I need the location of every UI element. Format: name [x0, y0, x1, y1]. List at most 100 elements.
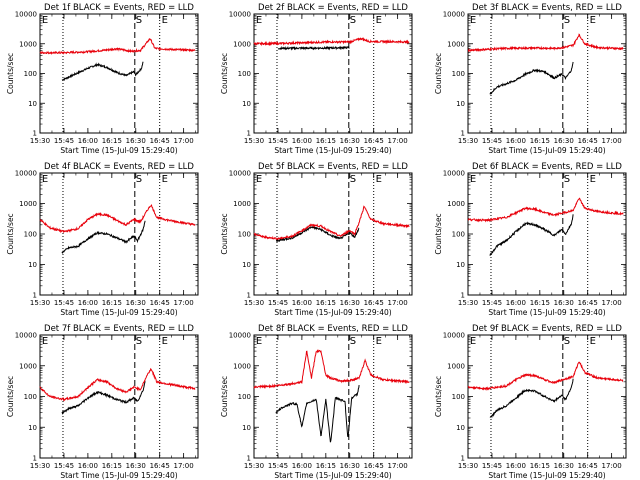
x-tick-label: 16:30	[554, 462, 574, 470]
panel-title: Det 7f BLACK = Events, RED = LLD	[44, 324, 194, 334]
y-tick-label: 10000	[229, 170, 251, 178]
x-tick-label: 15:30	[458, 137, 478, 145]
x-tick-label: 15:45	[482, 462, 502, 470]
x-tick-label: 17:00	[602, 299, 622, 307]
y-tick-label: 10	[242, 424, 251, 432]
event-marker-label: E	[42, 174, 48, 185]
event-marker-label: S	[564, 174, 570, 185]
event-marker-label: E	[162, 174, 168, 185]
panel-title: Det 5f BLACK = Events, RED = LLD	[258, 162, 408, 172]
x-tick-label: 16:00	[292, 137, 312, 145]
event-marker-label: S	[350, 174, 356, 185]
y-axis-label: Counts/sec	[6, 53, 15, 94]
x-tick-label: 16:30	[340, 137, 360, 145]
y-tick-label: 1000	[233, 200, 251, 208]
y-tick-label: 1	[461, 130, 465, 138]
series-events-line	[61, 61, 144, 82]
x-tick-label: 15:45	[482, 299, 502, 307]
x-tick-label: 15:45	[268, 299, 288, 307]
x-tick-label: 16:45	[364, 299, 384, 307]
x-tick-label: 15:30	[244, 299, 264, 307]
series-lld-line	[253, 348, 410, 390]
y-tick-label: 100	[238, 231, 251, 239]
x-tick-label: 16:45	[578, 299, 598, 307]
y-tick-label: 1000	[19, 200, 37, 208]
x-axis-label: Start Time (15-Jul-09 15:29:40)	[274, 146, 391, 155]
x-tick-label: 16:15	[316, 462, 336, 470]
y-tick-label: 10	[242, 261, 251, 269]
y-tick-label: 1	[247, 130, 251, 138]
x-tick-label: 16:30	[126, 137, 146, 145]
y-axis-label: Counts/sec	[6, 376, 15, 417]
x-tick-label: 17:00	[174, 462, 194, 470]
x-tick-label: 16:45	[150, 299, 170, 307]
x-tick-label: 17:00	[388, 299, 408, 307]
y-tick-label: 1000	[19, 362, 37, 370]
y-tick-label: 1000	[447, 200, 465, 208]
series-events-line	[61, 220, 146, 254]
y-tick-label: 10000	[229, 11, 251, 19]
plot-frame	[253, 172, 413, 296]
x-tick-label: 16:15	[530, 462, 550, 470]
panel-det-5: Det 5f BLACK = Events, RED = LLD 1 10 100 10…	[220, 162, 413, 317]
panel-title: Det 2f BLACK = Events, RED = LLD	[258, 3, 408, 13]
event-marker-label: E	[376, 336, 382, 347]
y-tick-label: 10	[242, 100, 251, 108]
series-lld-line	[467, 361, 624, 391]
x-tick-label: 15:30	[30, 462, 50, 470]
x-tick-label: 15:30	[458, 462, 478, 470]
series-events-line	[277, 45, 350, 51]
plot-frame	[39, 334, 199, 459]
y-tick-label: 100	[238, 393, 251, 401]
x-tick-label: 16:45	[578, 137, 598, 145]
event-marker-label: E	[42, 336, 48, 347]
panel-title: Det 6f BLACK = Events, RED = LLD	[472, 162, 622, 172]
series-lld-line	[39, 367, 196, 402]
x-tick-label: 15:45	[54, 462, 74, 470]
x-tick-label: 16:45	[364, 462, 384, 470]
y-tick-label: 10	[456, 100, 465, 108]
y-axis-label: Counts/sec	[434, 376, 443, 417]
x-tick-label: 16:45	[364, 137, 384, 145]
x-tick-label: 16:00	[506, 299, 526, 307]
series-events-line	[61, 381, 146, 415]
event-marker-label: E	[256, 15, 262, 26]
y-tick-label: 1000	[233, 40, 251, 48]
x-tick-label: 15:30	[458, 299, 478, 307]
y-tick-label: 10000	[443, 170, 465, 178]
series-events-line	[275, 385, 360, 443]
event-marker-label: S	[136, 15, 142, 26]
y-tick-label: 100	[452, 393, 465, 401]
event-marker-label: E	[162, 336, 168, 347]
x-tick-label: 16:00	[506, 462, 526, 470]
y-tick-label: 1000	[233, 362, 251, 370]
y-axis-label: Counts/sec	[220, 53, 229, 94]
y-tick-label: 1	[33, 130, 37, 138]
x-tick-label: 16:00	[78, 137, 98, 145]
x-tick-label: 16:15	[102, 462, 122, 470]
y-tick-label: 1	[461, 292, 465, 300]
y-tick-label: 10000	[15, 170, 37, 178]
series-lld-line	[39, 204, 196, 234]
series-lld-line	[467, 197, 624, 223]
x-tick-label: 16:15	[530, 299, 550, 307]
plot-frame	[39, 172, 199, 296]
x-tick-label: 15:45	[54, 299, 74, 307]
plot-frame	[467, 334, 627, 459]
panel-title: Det 1f BLACK = Events, RED = LLD	[44, 3, 194, 13]
y-tick-label: 1	[247, 292, 251, 300]
x-tick-label: 15:30	[30, 299, 50, 307]
x-tick-label: 16:45	[578, 462, 598, 470]
event-marker-label: S	[350, 336, 356, 347]
event-marker-label: E	[256, 336, 262, 347]
panel-det-2: Det 2f BLACK = Events, RED = LLD 1 10 100 10…	[220, 3, 413, 155]
x-tick-label: 17:00	[602, 137, 622, 145]
x-tick-label: 16:30	[340, 462, 360, 470]
y-tick-label: 10	[456, 261, 465, 269]
x-axis-label: Start Time (15-Jul-09 15:29:40)	[60, 146, 177, 155]
x-tick-label: 17:00	[174, 137, 194, 145]
x-tick-label: 16:15	[102, 137, 122, 145]
x-axis-label: Start Time (15-Jul-09 15:29:40)	[60, 471, 177, 480]
y-tick-label: 1	[33, 292, 37, 300]
panel-det-6: Det 6f BLACK = Events, RED = LLD 1 10 100 10…	[434, 162, 627, 317]
